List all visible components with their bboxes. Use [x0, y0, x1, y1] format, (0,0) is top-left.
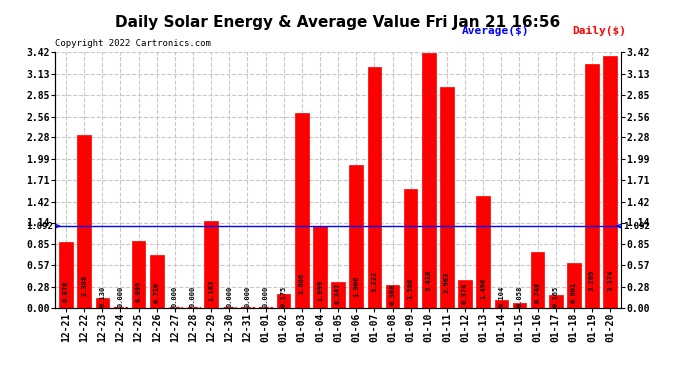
Bar — [150, 255, 164, 308]
Bar — [513, 303, 526, 307]
Bar — [277, 294, 290, 307]
Bar — [59, 242, 73, 308]
Bar — [295, 113, 308, 308]
Text: 1.906: 1.906 — [353, 276, 359, 297]
Bar — [567, 263, 581, 308]
Text: Average($): Average($) — [462, 26, 530, 36]
Text: Daily($): Daily($) — [573, 26, 627, 36]
Text: 0.175: 0.175 — [281, 286, 287, 307]
Bar — [132, 241, 146, 308]
Bar — [495, 300, 508, 307]
Text: 3.269: 3.269 — [589, 270, 595, 291]
Bar — [386, 285, 400, 308]
Text: 0.710: 0.710 — [154, 282, 160, 303]
Text: 0.000: 0.000 — [263, 286, 268, 307]
Text: 0.308: 0.308 — [389, 284, 395, 304]
Bar — [603, 56, 617, 308]
Bar — [404, 189, 417, 308]
Text: 0.347: 0.347 — [335, 283, 341, 304]
Bar — [549, 295, 562, 307]
Text: 0.058: 0.058 — [516, 286, 522, 307]
Text: 0.601: 0.601 — [571, 282, 577, 303]
Text: 1.099: 1.099 — [317, 280, 323, 301]
Bar — [422, 53, 435, 308]
Bar — [585, 64, 599, 308]
Text: 0.130: 0.130 — [99, 286, 106, 307]
Bar — [440, 87, 454, 308]
Text: 0.748: 0.748 — [535, 281, 540, 303]
Bar — [331, 282, 345, 308]
Text: 3.222: 3.222 — [371, 270, 377, 292]
Bar — [368, 67, 381, 308]
Bar — [313, 225, 327, 308]
Text: 0.000: 0.000 — [244, 286, 250, 307]
Text: 0.104: 0.104 — [498, 286, 504, 307]
Bar — [476, 196, 490, 308]
Bar — [458, 280, 472, 308]
Text: 1.163: 1.163 — [208, 279, 214, 301]
Bar — [95, 298, 109, 307]
Bar — [531, 252, 544, 308]
Text: 0.374: 0.374 — [462, 283, 468, 304]
Text: 1.092: 1.092 — [623, 222, 650, 231]
Bar — [349, 165, 363, 308]
Title: Daily Solar Energy & Average Value Fri Jan 21 16:56: Daily Solar Energy & Average Value Fri J… — [115, 15, 561, 30]
Bar — [204, 221, 218, 308]
Text: 3.418: 3.418 — [426, 270, 432, 291]
Text: 0.165: 0.165 — [553, 286, 559, 307]
Bar — [77, 135, 91, 308]
Text: 1.092: 1.092 — [26, 222, 53, 231]
Text: 0.878: 0.878 — [63, 281, 69, 302]
Text: 2.963: 2.963 — [444, 272, 450, 293]
Text: 1.586: 1.586 — [408, 278, 413, 299]
Text: 0.000: 0.000 — [226, 286, 233, 307]
Text: 2.606: 2.606 — [299, 273, 305, 294]
Text: Copyright 2022 Cartronics.com: Copyright 2022 Cartronics.com — [55, 39, 211, 48]
Text: 2.308: 2.308 — [81, 274, 87, 296]
Text: 3.374: 3.374 — [607, 270, 613, 291]
Text: 1.496: 1.496 — [480, 278, 486, 299]
Text: 0.000: 0.000 — [172, 286, 178, 307]
Text: 0.895: 0.895 — [136, 281, 141, 302]
Text: 0.000: 0.000 — [190, 286, 196, 307]
Text: 0.000: 0.000 — [117, 286, 124, 307]
